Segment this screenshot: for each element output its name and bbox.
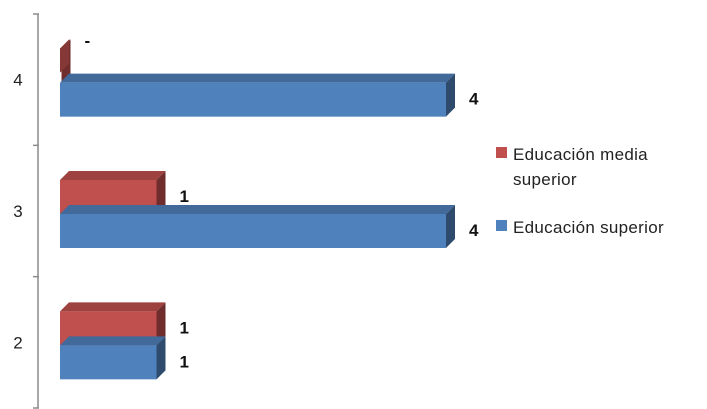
legend-item-superior: Educación superior bbox=[496, 215, 701, 240]
category-label-2: 2 bbox=[13, 333, 22, 352]
educacion-superior-bar-3-side bbox=[446, 205, 455, 248]
educacion-superior-bar-2-top bbox=[60, 336, 166, 346]
category-label-4: 4 bbox=[13, 71, 22, 90]
educacion-media-superior-bar-4 bbox=[60, 39, 69, 73]
educacion-superior-bar-4-side bbox=[446, 73, 455, 117]
educacion-media-superior-label-3: 1 bbox=[180, 187, 189, 206]
legend-item-media-superior: Educación media superior bbox=[496, 142, 701, 192]
legend-swatch-superior bbox=[496, 220, 507, 231]
educacion-superior-bar-4-top bbox=[60, 73, 455, 83]
legend-swatch-media-superior bbox=[496, 147, 507, 158]
educacion-superior-bar-2 bbox=[60, 345, 157, 380]
educacion-superior-bar-3 bbox=[60, 214, 446, 248]
educacion-media-superior-bar-2-top bbox=[60, 302, 166, 312]
educacion-media-superior-label-4: - bbox=[85, 32, 91, 51]
educacion-superior-bar-2-side bbox=[156, 336, 166, 380]
educacion-superior-bar-4 bbox=[60, 82, 446, 117]
educacion-media-superior-bar-2-side bbox=[156, 302, 166, 346]
legend-label-media-superior: Educación media superior bbox=[513, 145, 648, 189]
educacion-superior-label-4: 4 bbox=[469, 90, 479, 109]
legend-label-superior: Educación superior bbox=[513, 218, 664, 237]
educacion-media-superior-label-2: 1 bbox=[180, 318, 189, 337]
category-label-3: 3 bbox=[13, 202, 22, 221]
educacion-superior-label-3: 4 bbox=[469, 221, 479, 240]
educacion-superior-label-2: 1 bbox=[180, 352, 189, 371]
legend: Educación media superior Educación super… bbox=[496, 142, 701, 263]
educacion-media-superior-bar-3-side bbox=[156, 171, 166, 214]
educacion-superior-bar-3-top bbox=[60, 205, 455, 214]
educacion-media-superior-bar-3-top bbox=[60, 171, 166, 180]
